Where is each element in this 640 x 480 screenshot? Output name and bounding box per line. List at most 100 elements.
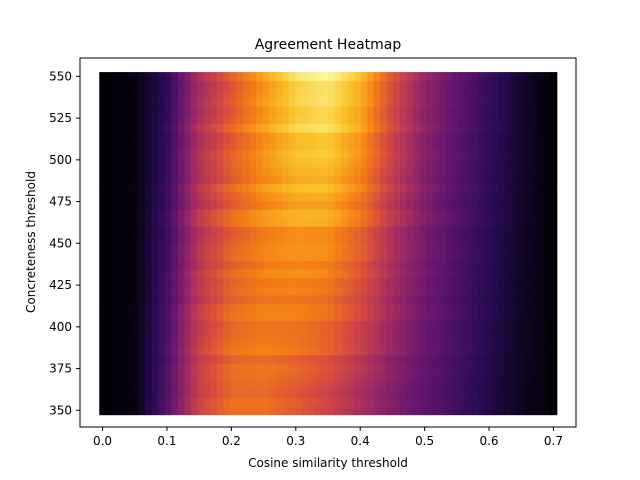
heatmap-cell xyxy=(99,183,107,193)
heatmap-cell xyxy=(158,132,166,142)
heatmap-cell xyxy=(164,363,172,373)
heatmap-cell xyxy=(138,337,146,347)
heatmap-cell xyxy=(158,234,166,244)
heatmap-cell xyxy=(112,277,120,287)
heatmap-cell xyxy=(125,277,133,287)
heatmap-cell xyxy=(432,72,440,82)
heatmap-cell xyxy=(229,132,238,142)
heatmap-cell xyxy=(386,277,394,287)
heatmap-cell xyxy=(131,72,140,82)
heatmap-cell xyxy=(419,260,427,270)
heatmap-cell xyxy=(478,157,486,167)
heatmap-cell xyxy=(543,346,551,356)
heatmap-cell xyxy=(465,243,473,253)
heatmap-cell xyxy=(164,149,172,159)
heatmap-cell xyxy=(184,251,192,262)
heatmap-cell xyxy=(458,89,466,99)
heatmap-cell xyxy=(452,371,460,381)
heatmap-cell xyxy=(118,97,127,107)
heatmap-cell xyxy=(497,303,506,313)
heatmap-cell xyxy=(118,166,127,176)
heatmap-cell xyxy=(510,380,519,390)
heatmap-cell xyxy=(171,166,179,176)
heatmap-cell xyxy=(504,251,512,262)
heatmap-cell xyxy=(308,234,316,244)
heatmap-cell xyxy=(216,294,225,304)
heatmap-cell xyxy=(164,72,172,82)
heatmap-cell xyxy=(452,243,460,253)
heatmap-cell xyxy=(190,311,198,321)
heatmap-cell xyxy=(524,89,532,99)
heatmap-cell xyxy=(386,286,394,296)
heatmap-cell xyxy=(510,328,519,339)
heatmap-cell xyxy=(328,380,336,390)
heatmap-cell xyxy=(275,234,283,244)
heatmap-cell xyxy=(491,354,499,364)
heatmap-cell xyxy=(341,260,349,270)
heatmap-cell xyxy=(158,149,166,159)
heatmap-cell xyxy=(439,388,447,399)
heatmap-cell xyxy=(380,123,388,133)
heatmap-cell xyxy=(412,388,421,399)
heatmap-cell xyxy=(458,380,466,390)
heatmap-cell xyxy=(138,80,146,90)
heatmap-cell xyxy=(341,80,349,90)
heatmap-cell xyxy=(145,320,153,330)
heatmap-cell xyxy=(517,234,525,244)
heatmap-cell xyxy=(341,209,349,219)
heatmap-cell xyxy=(452,286,460,296)
heatmap-cell xyxy=(543,286,551,296)
heatmap-cell xyxy=(334,243,342,253)
heatmap-cell xyxy=(210,183,218,193)
heatmap-cell xyxy=(334,346,342,356)
heatmap-cell xyxy=(256,406,264,416)
heatmap-cell xyxy=(131,294,140,304)
heatmap-cell xyxy=(412,157,421,167)
heatmap-cell xyxy=(347,303,355,313)
heatmap-cell xyxy=(530,269,538,279)
heatmap-cell xyxy=(184,277,192,287)
heatmap-cell xyxy=(229,320,238,330)
heatmap-cell xyxy=(537,80,545,90)
heatmap-cell xyxy=(504,337,512,347)
heatmap-cell xyxy=(269,89,277,99)
heatmap-cell xyxy=(118,217,127,227)
heatmap-cell xyxy=(543,106,551,116)
heatmap-cell xyxy=(223,106,231,116)
heatmap-cell xyxy=(295,243,303,253)
heatmap-cell xyxy=(262,380,270,390)
heatmap-cell xyxy=(524,226,532,236)
heatmap-cell xyxy=(354,388,362,399)
heatmap-cell xyxy=(236,209,244,219)
heatmap-cell xyxy=(158,354,166,364)
heatmap-cell xyxy=(367,209,375,219)
heatmap-cell xyxy=(321,80,329,90)
heatmap-cell xyxy=(203,209,211,219)
heatmap-cell xyxy=(432,226,440,236)
heatmap-cell xyxy=(439,174,447,184)
heatmap-cell xyxy=(432,337,440,347)
heatmap-cell xyxy=(203,251,211,262)
heatmap-cell xyxy=(295,406,303,416)
heatmap-cell xyxy=(282,97,290,107)
heatmap-cell xyxy=(393,72,401,82)
heatmap-cell xyxy=(203,183,211,193)
heatmap-cell xyxy=(223,337,231,347)
heatmap-cell xyxy=(412,260,421,270)
heatmap-cell xyxy=(177,388,185,399)
heatmap-cell xyxy=(301,397,309,407)
heatmap-cell xyxy=(471,320,479,330)
heatmap-cell xyxy=(295,209,303,219)
heatmap-cell xyxy=(328,114,336,125)
heatmap-cell xyxy=(236,234,244,244)
heatmap-cell xyxy=(223,388,231,399)
heatmap-cell xyxy=(158,397,166,407)
heatmap-cell xyxy=(328,260,336,270)
heatmap-cell xyxy=(184,191,192,202)
heatmap-cell xyxy=(118,380,127,390)
heatmap-cell xyxy=(118,286,127,296)
heatmap-cell xyxy=(360,114,368,125)
heatmap-cell xyxy=(478,388,486,399)
heatmap-cell xyxy=(386,140,394,150)
heatmap-cell xyxy=(105,286,113,296)
